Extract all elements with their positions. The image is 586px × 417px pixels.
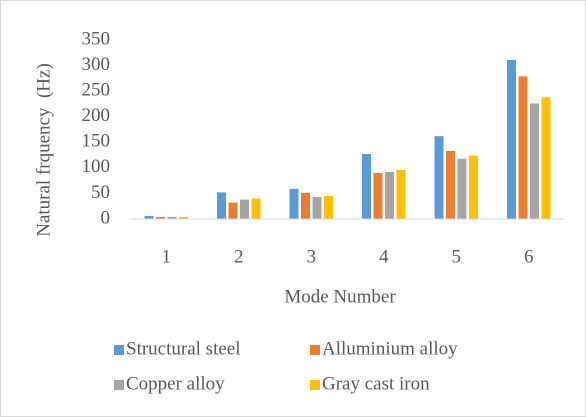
y-tick-label: 350	[82, 28, 111, 49]
legend-swatch	[114, 345, 124, 355]
bar	[289, 188, 299, 219]
y-tick-label: 0	[101, 207, 111, 228]
legend-label: Structural steel	[126, 338, 241, 359]
x-tick-label: 2	[234, 246, 244, 267]
legend-label: Copper alloy	[126, 373, 225, 394]
bar	[396, 169, 406, 219]
x-tick-label: 3	[307, 246, 317, 267]
bar	[144, 215, 154, 219]
y-tick-label: 300	[82, 54, 111, 75]
bar	[457, 158, 467, 219]
x-tick-label: 6	[524, 246, 534, 267]
legend-label: Alluminium alloy	[322, 338, 458, 359]
y-tick-label: 100	[82, 156, 111, 177]
bar	[541, 97, 551, 219]
x-tick-label: 5	[452, 246, 462, 267]
bar	[228, 202, 238, 219]
bar	[167, 216, 177, 219]
bar	[507, 59, 516, 220]
y-tick-label: 200	[82, 105, 111, 126]
bar	[251, 198, 261, 219]
bar	[446, 150, 455, 219]
y-tick-label: 50	[91, 182, 110, 203]
bar	[530, 103, 539, 219]
bar	[469, 155, 478, 219]
y-tick-label: 250	[82, 80, 111, 101]
bar	[301, 192, 310, 219]
y-tick-label: 150	[82, 131, 111, 152]
legend-swatch	[310, 380, 320, 390]
bar	[385, 171, 394, 219]
bar	[362, 154, 371, 219]
y-axis-title: Natural frquency (Hz)	[33, 63, 54, 237]
bar	[156, 216, 165, 219]
bar	[312, 197, 322, 219]
bar	[217, 192, 226, 219]
bar	[434, 136, 444, 219]
x-tick-label: 1	[162, 246, 172, 267]
x-axis-title: Mode Number	[284, 286, 396, 307]
bar	[324, 195, 333, 219]
legend-swatch	[310, 345, 320, 355]
x-tick-label: 4	[379, 246, 389, 267]
bar	[179, 216, 188, 219]
bar	[373, 172, 383, 219]
bar	[240, 199, 249, 219]
legend-swatch	[114, 380, 124, 390]
bar	[518, 76, 528, 219]
legend-label: Gray cast iron	[322, 373, 430, 394]
